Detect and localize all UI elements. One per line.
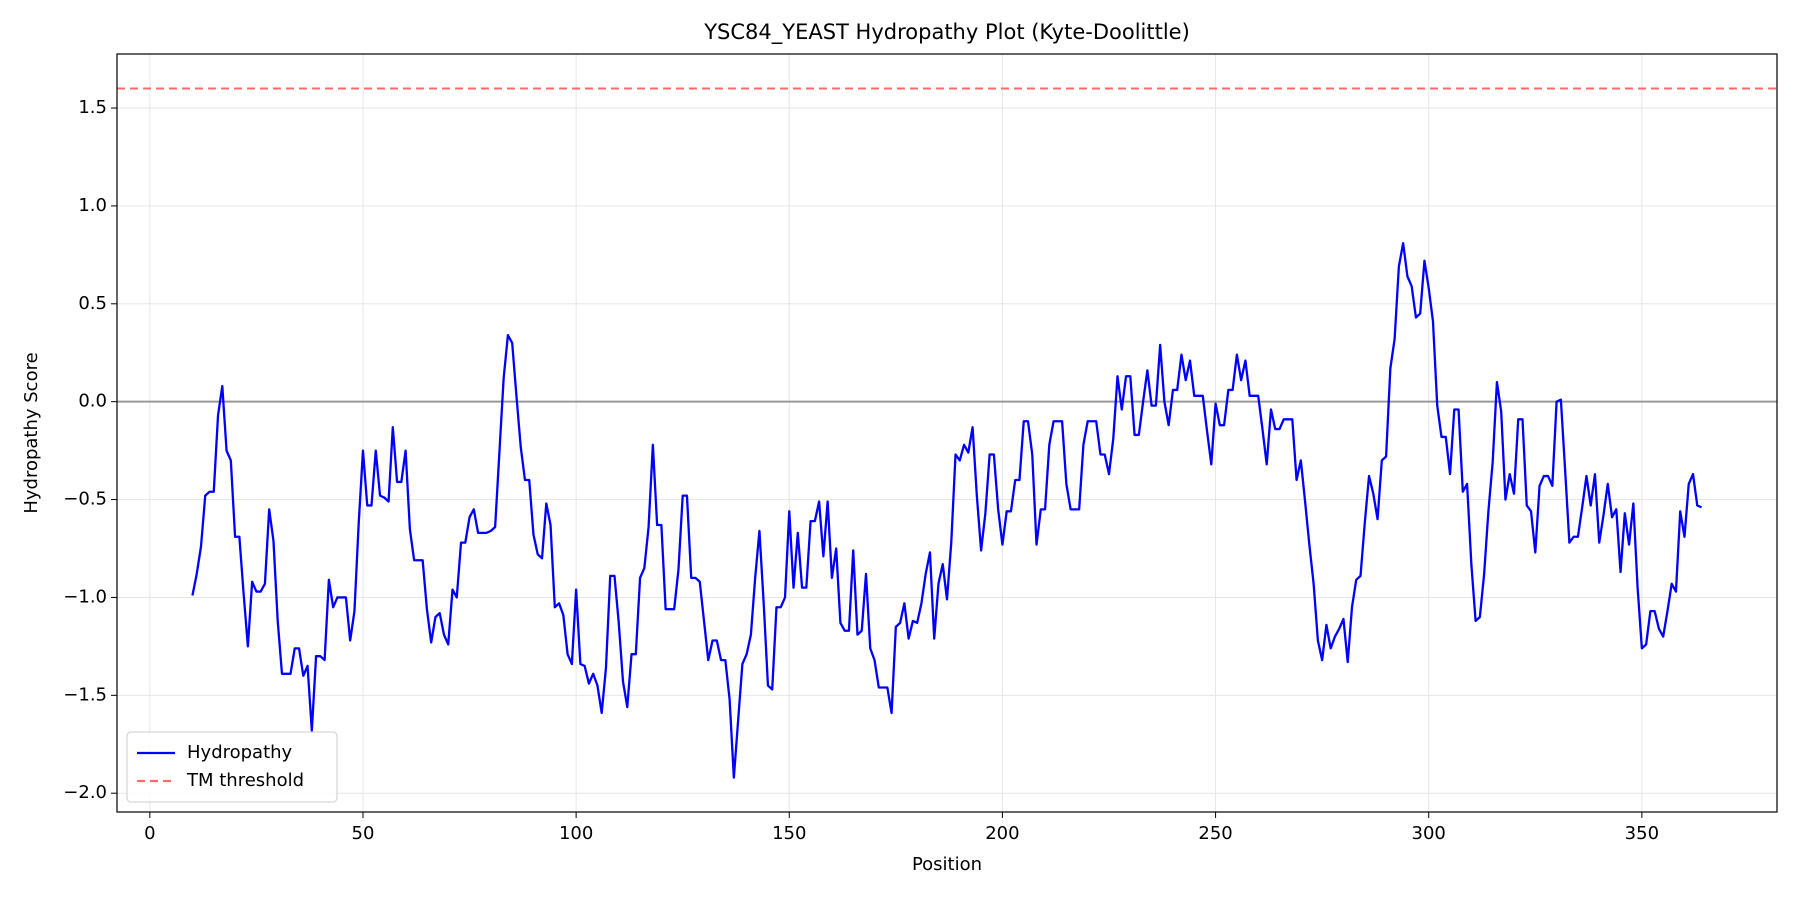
x-tick-label: 0 [144,823,155,844]
y-tick-label: 1.5 [78,97,107,118]
x-tick-label: 50 [352,823,375,844]
x-tick-label: 200 [985,823,1019,844]
x-tick-label: 300 [1412,823,1446,844]
chart-title: YSC84_YEAST Hydropathy Plot (Kyte-Doolit… [703,20,1190,45]
legend-box [126,731,338,803]
data-line [191,241,1703,779]
y-tick-label: −1.0 [63,586,107,607]
y-tick-label: 1.0 [78,195,107,216]
x-tick-label: 100 [559,823,593,844]
y-tick-label: −2.0 [63,782,107,803]
plot-frame [116,53,1778,813]
x-tick-label: 350 [1625,823,1659,844]
x-axis-label: Position [912,854,982,875]
legend-label: TM threshold [186,770,304,791]
y-tick-label: 0.5 [78,293,107,314]
y-tick-label: −1.5 [63,684,107,705]
x-tick-label: 250 [1198,823,1232,844]
y-tick-label: −0.5 [63,489,107,510]
x-tick-label: 150 [772,823,806,844]
y-tick-label: 0.0 [78,391,107,412]
y-axis-label: Hydropathy Score [21,352,42,513]
legend-label: Hydropathy [187,742,293,763]
